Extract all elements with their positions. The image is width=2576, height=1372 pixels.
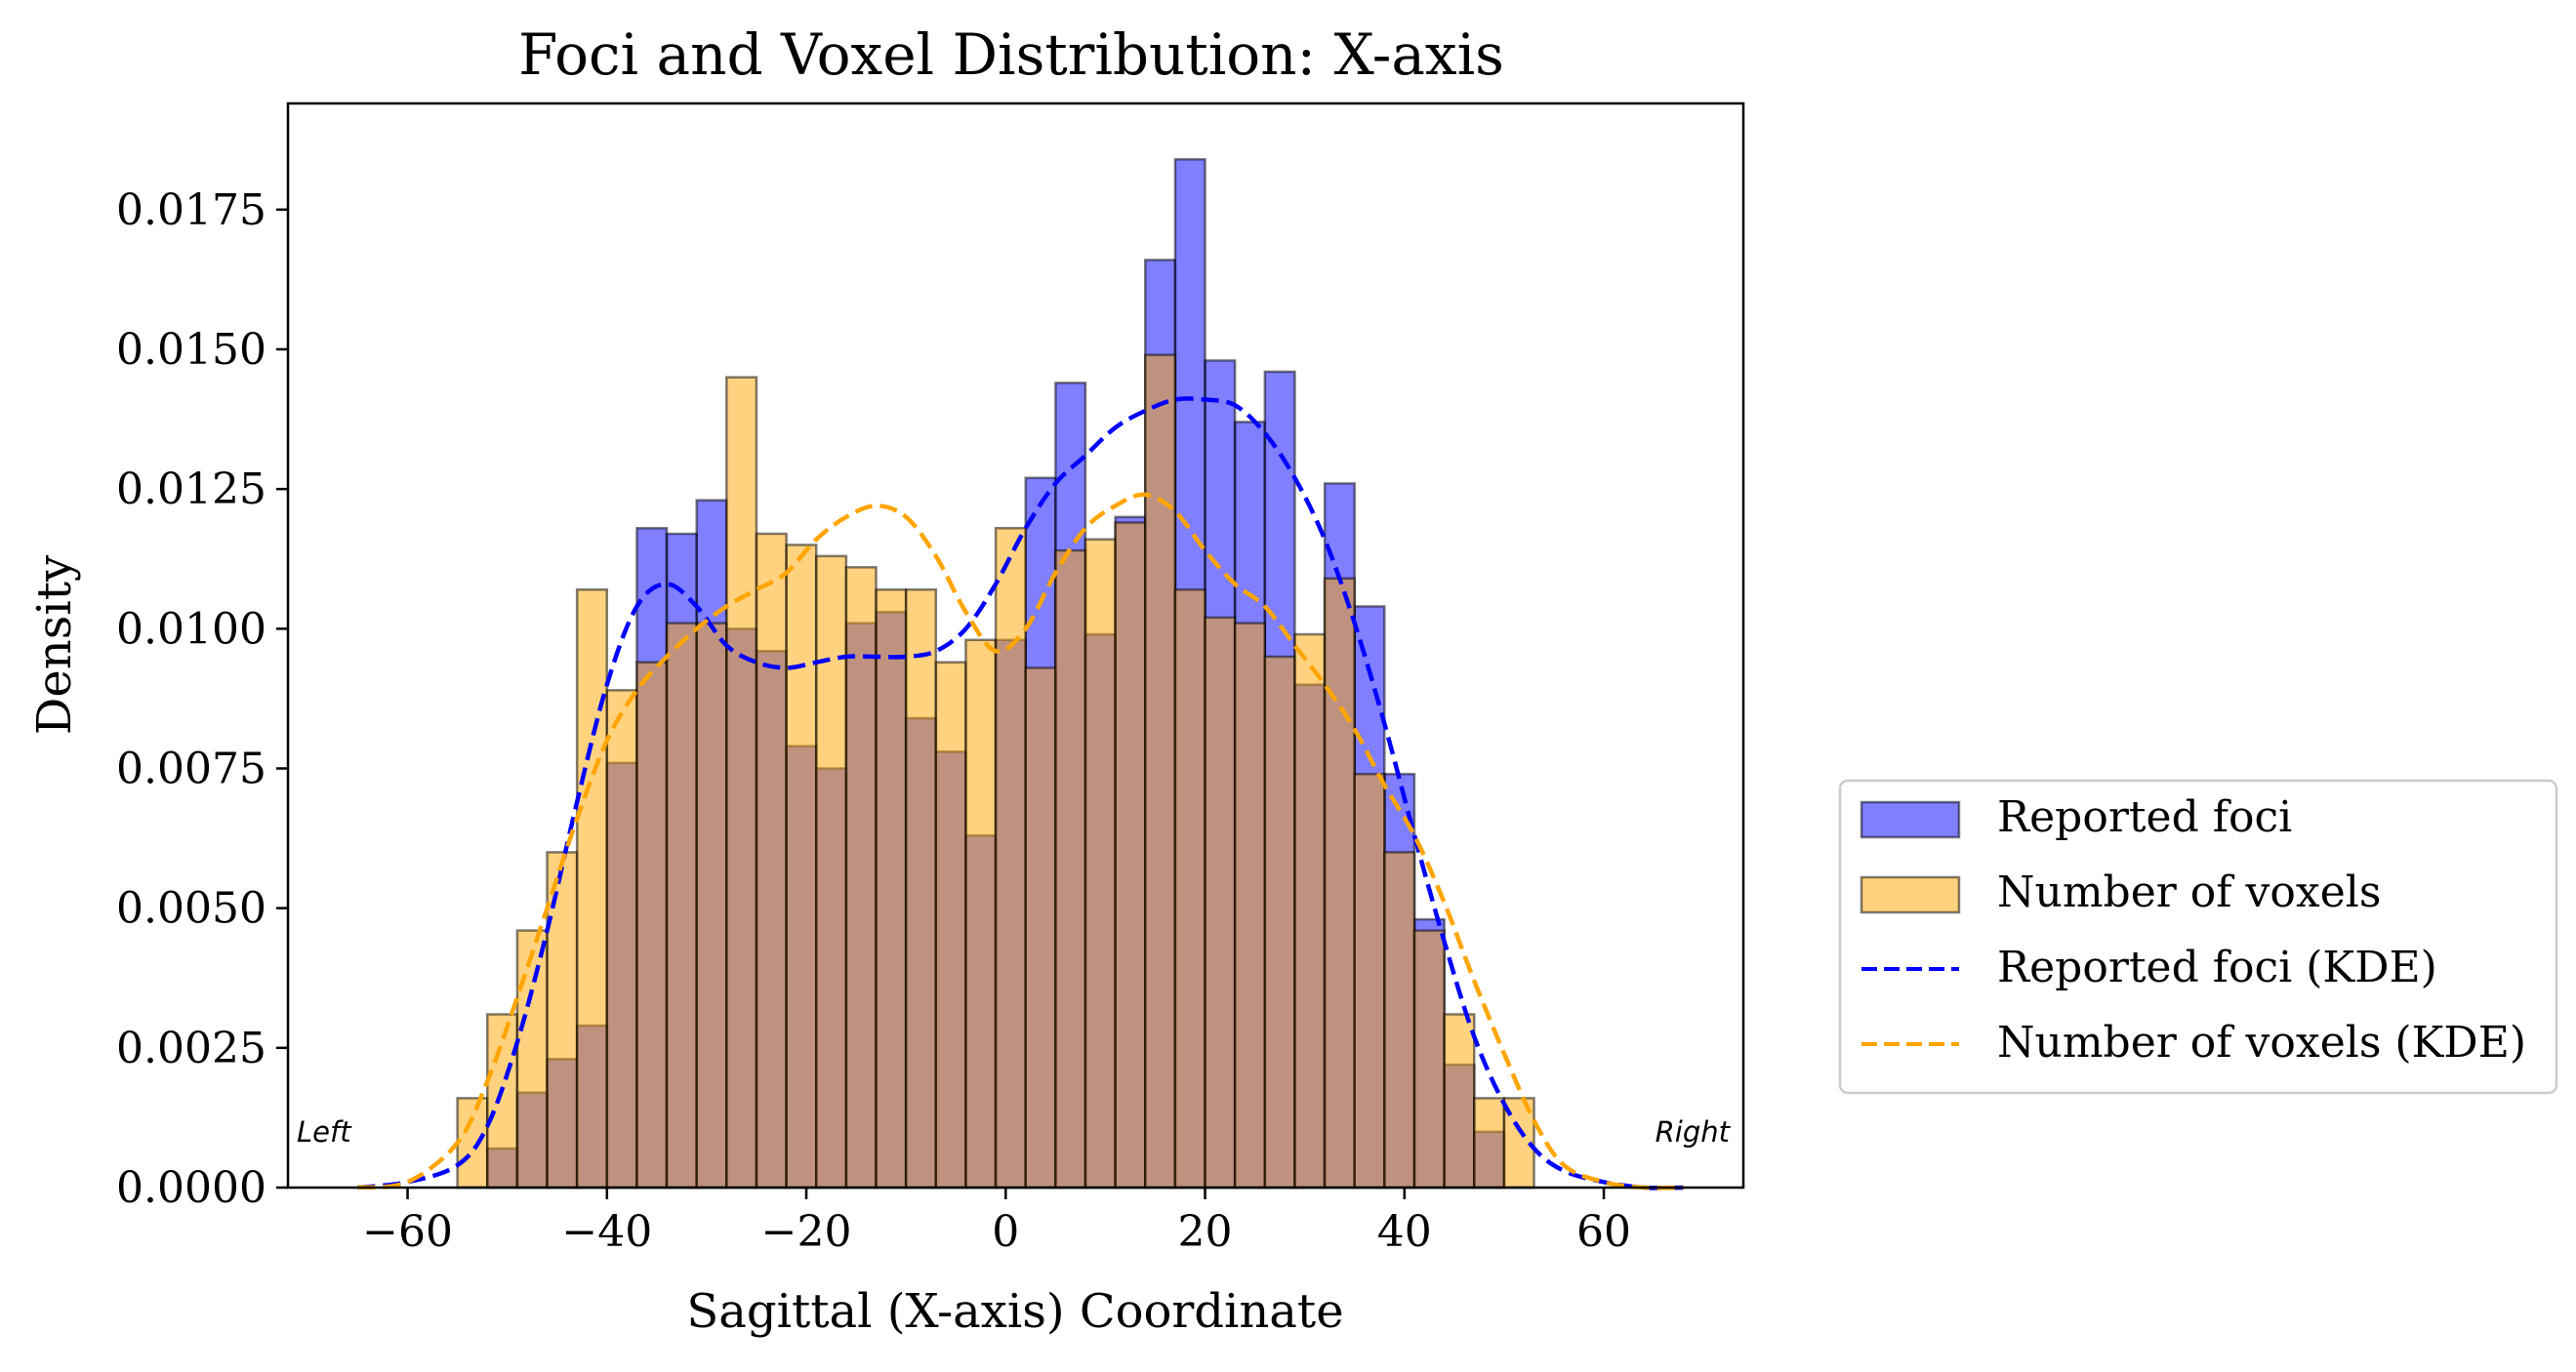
y-axis-label: Density [27, 555, 82, 735]
y-tick-label: 0.0025 [116, 1024, 266, 1073]
bar-number-of-voxels-10 [755, 532, 788, 1190]
legend-label-number-of-voxels-kde: Number of voxels (KDE) [1997, 1018, 2526, 1068]
y-tick-label: 0.0075 [116, 744, 266, 793]
y-tick-label: 0.0150 [116, 325, 266, 375]
x-axis-ticks: −60 −40 −20 0 20 40 60 [362, 1188, 1631, 1257]
annotation-right: Right [1656, 1115, 1732, 1149]
bar-number-of-voxels-2 [515, 929, 549, 1190]
x-tick-label: −60 [362, 1207, 453, 1257]
bar-number-of-voxels-31 [1383, 851, 1416, 1190]
bar-number-of-voxels-30 [1353, 772, 1386, 1190]
legend: Reported foci Number of voxels Reported … [1838, 779, 2558, 1095]
legend-label-reported-foci-kde: Reported foci (KDE) [1997, 943, 2437, 992]
legend-frame [1838, 779, 2558, 1095]
bar-number-of-voxels-9 [725, 376, 758, 1190]
plot-frame [286, 101, 1745, 1190]
x-tick-label: 0 [992, 1207, 1019, 1257]
bar-number-of-voxels-7 [665, 622, 698, 1190]
bar-number-of-voxels-21 [1084, 538, 1117, 1190]
x-tick-label: −40 [561, 1207, 652, 1257]
legend-swatch-reported-foci [1860, 800, 1961, 839]
bar-number-of-voxels-5 [605, 689, 638, 1190]
bar-number-of-voxels-20 [1054, 548, 1087, 1190]
x-tick-label: 60 [1576, 1207, 1631, 1257]
bar-number-of-voxels-6 [635, 661, 669, 1190]
bar-number-of-voxels-29 [1323, 577, 1356, 1190]
bar-number-of-voxels-1 [485, 1013, 519, 1190]
bar-number-of-voxels-11 [785, 544, 818, 1190]
bar-number-of-voxels-0 [456, 1097, 489, 1190]
kde-layer [357, 396, 1684, 1190]
bar-number-of-voxels-13 [844, 566, 878, 1190]
bar-number-of-voxels-15 [904, 587, 938, 1190]
bar-number-of-voxels-24 [1173, 587, 1206, 1190]
bar-number-of-voxels-33 [1443, 1013, 1476, 1190]
bar-number-of-voxels-18 [994, 526, 1027, 1190]
bar-number-of-voxels-22 [1114, 521, 1147, 1190]
y-tick-label: 0.0050 [116, 884, 266, 934]
x-tick-label: 40 [1377, 1207, 1432, 1257]
bar-number-of-voxels-12 [815, 554, 848, 1190]
x-axis-label: Sagittal (X-axis) Coordinate [686, 1284, 1343, 1339]
x-tick-label: 20 [1178, 1207, 1233, 1257]
bar-number-of-voxels-23 [1144, 353, 1177, 1190]
legend-swatch-number-of-voxels [1860, 875, 1961, 914]
bar-number-of-voxels-19 [1024, 666, 1057, 1190]
bar-number-of-voxels-27 [1263, 655, 1296, 1190]
legend-label-reported-foci: Reported foci [1997, 792, 2292, 842]
y-tick-label: 0.0175 [116, 185, 266, 235]
bar-number-of-voxels-28 [1293, 632, 1327, 1190]
annotation-left: Left [297, 1115, 352, 1149]
legend-label-number-of-voxels: Number of voxels [1997, 868, 2381, 917]
bar-number-of-voxels-8 [695, 622, 728, 1190]
bar-number-of-voxels-16 [934, 661, 967, 1190]
y-tick-label: 0.0100 [116, 604, 266, 654]
x-tick-label: −20 [761, 1207, 852, 1257]
y-axis-ticks: 0.0000 0.0025 0.0050 0.0075 0.0100 0.0125 0.01… [116, 185, 288, 1213]
bar-number-of-voxels-32 [1412, 929, 1446, 1190]
bar-number-of-voxels-17 [964, 638, 998, 1190]
y-tick-label: 0.0125 [116, 464, 266, 514]
chart-title: Foci and Voxel Distribution: X-axis [518, 21, 1504, 88]
kde-line-reported-foci-kde- [357, 396, 1684, 1190]
y-tick-label: 0.0000 [116, 1163, 266, 1213]
bar-number-of-voxels-25 [1204, 616, 1237, 1190]
bar-number-of-voxels-4 [575, 587, 609, 1190]
bar-number-of-voxels-14 [875, 587, 908, 1190]
bar-number-of-voxels-26 [1233, 622, 1267, 1190]
bars-layer [456, 158, 1535, 1190]
bar-number-of-voxels-34 [1473, 1097, 1506, 1190]
kde-line-number-of-voxels-kde- [357, 492, 1684, 1190]
